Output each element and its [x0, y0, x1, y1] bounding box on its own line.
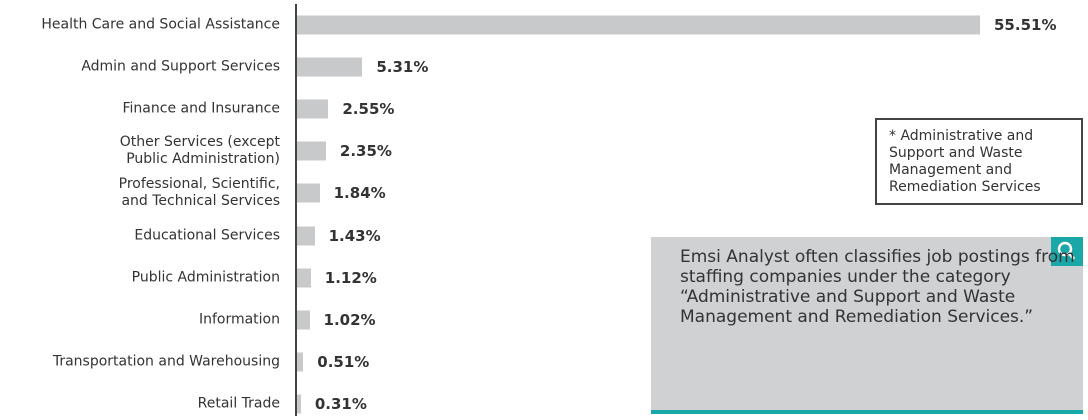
bar [297, 141, 326, 161]
category-label: Finance and Insurance [122, 100, 281, 117]
value-label: 0.51% [317, 352, 370, 371]
bar [297, 57, 363, 77]
axis-line [295, 4, 297, 416]
value-label: 55.51% [994, 16, 1057, 34]
search-glyph [1057, 241, 1076, 260]
bar [297, 183, 320, 203]
bar [297, 352, 304, 372]
category-label: Information [198, 311, 280, 328]
bar [297, 226, 315, 245]
category-label: Transportation and Warehousing [52, 353, 280, 370]
bar [297, 15, 980, 35]
value-label: 2.35% [339, 142, 392, 161]
value-label: 1.84% [333, 184, 386, 203]
value-label: 1.02% [323, 310, 376, 329]
value-label: 1.43% [328, 226, 381, 245]
category-label: Retail Trade [197, 395, 280, 412]
category-label: Public Administration [131, 269, 280, 286]
value-label: 2.55% [342, 100, 395, 119]
category-label: Educational Services [134, 227, 280, 243]
callout-box: Emsi Analyst often classifies job postin… [651, 237, 1083, 414]
value-label: 5.31% [376, 58, 429, 77]
bar [297, 268, 311, 288]
callout-text: Emsi Analyst often classifies job postin… [680, 247, 1075, 327]
bar [297, 99, 329, 119]
bar [297, 310, 310, 330]
value-label: 1.12% [324, 268, 377, 287]
category-label: Admin and Support Services [81, 58, 280, 75]
bar [297, 394, 301, 414]
value-label: 0.31% [314, 394, 367, 413]
category-label: Health Care and Social Assistance [41, 16, 280, 33]
search-icon [1051, 237, 1083, 266]
note-box: * Administrative and Support and Waste M… [875, 118, 1083, 205]
category-label: Other Services (except Public Administra… [119, 134, 280, 168]
category-label: Professional, Scientific, and Technical … [118, 176, 280, 210]
